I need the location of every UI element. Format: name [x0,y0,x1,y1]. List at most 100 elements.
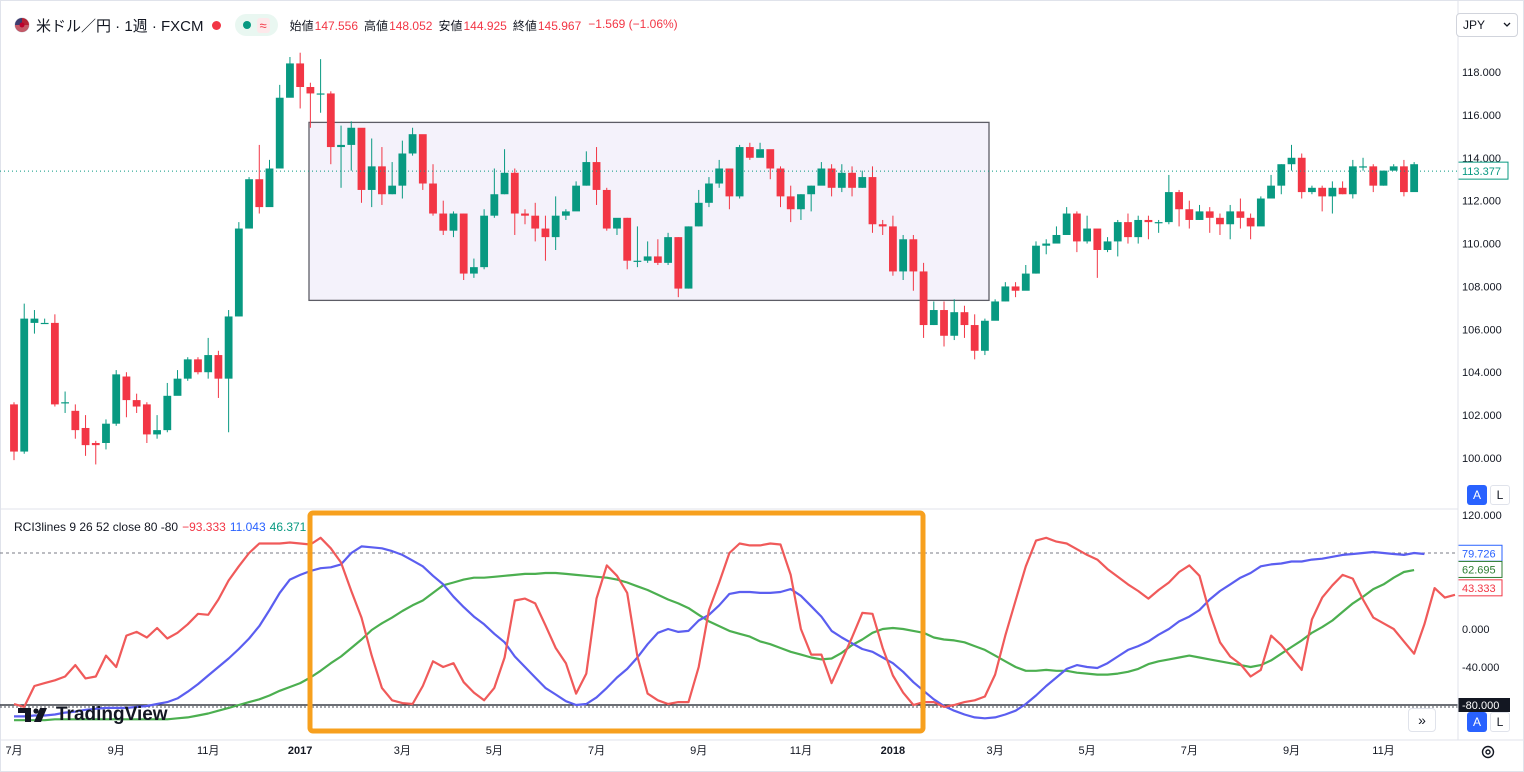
candle-body [531,215,540,229]
candle-body [1389,166,1398,171]
candle [868,166,877,233]
candle-body [245,179,253,229]
candle [745,142,754,160]
candle-body [837,172,846,188]
low-value: 144.925 [463,18,507,33]
change-value: −1.569 (−1.06%) [588,16,678,31]
candle [245,177,253,229]
candle-body [715,168,724,184]
price-tick-label: 102.000 [1462,410,1502,422]
log-scale-button-lower[interactable]: L [1490,712,1510,732]
candle-body [388,185,397,195]
price-tick-label: 112.000 [1462,196,1501,208]
time-tick-label: 2018 [881,745,905,757]
candle-body [286,63,294,98]
candle [705,177,713,208]
candle [878,219,887,235]
candle-body [398,153,407,186]
candle [1267,174,1275,199]
log-scale-button[interactable]: L [1490,485,1510,505]
candle [459,213,468,281]
candle [1205,207,1214,233]
candle [1236,198,1245,229]
market-closed-dot-icon[interactable] [211,20,221,30]
candle-body [602,189,611,229]
time-axis[interactable]: 7月 9月 11月 2017 3月 5月 7月 9月 11月 2018 3月 5月 7月 9月 11月 [5,745,1394,757]
gear-icon[interactable] [1478,742,1498,762]
data-status-pill[interactable]: ≈ [234,14,278,36]
high-value: 148.052 [389,18,433,33]
currency-select[interactable]: JPY [1456,13,1518,37]
candle-body [265,168,274,208]
candle [326,91,335,165]
candle [306,82,315,128]
candle [214,350,223,398]
candle [1032,241,1040,274]
candle-body [194,359,202,373]
time-tick-label: 3月 [987,745,1004,757]
candle [1328,181,1337,214]
candle-body [592,162,601,190]
candle [950,299,959,341]
candle [582,151,591,186]
time-tick-label: 5月 [1079,745,1096,757]
candle [858,170,867,188]
candle [1195,204,1204,220]
candle-body [183,359,192,379]
candle-body [653,256,662,263]
price-axis[interactable]: 100.000 102.000 104.000 106.000 108.000 110.0… [0,67,1510,712]
rci-tick-label: 120.000 [1462,510,1502,522]
candle-body [449,213,458,231]
candle-body [940,310,948,336]
candle [837,164,846,193]
candle [439,200,448,235]
candle-body [1021,273,1030,291]
candle [531,202,540,242]
candle [1093,228,1102,278]
candle [61,391,69,413]
candle [735,144,744,199]
candle [1348,159,1357,199]
candle [224,310,233,433]
candle [153,415,161,439]
rci-last-label: 43.333 [1462,583,1496,595]
candle-body [868,177,877,225]
candle [1338,181,1347,195]
candle-body [275,97,284,169]
candle-body [1328,187,1337,197]
indicator-legend[interactable]: RCI3lines 9 26 52 close 80 -80 −93.333 1… [14,520,306,534]
tradingview-logo[interactable]: TradingView [18,704,168,726]
candle [623,217,632,270]
highlight-box[interactable] [307,510,926,734]
candle [756,142,764,158]
time-tick-label: 7月 [1181,745,1198,757]
candle-body [347,127,356,145]
candle [1185,200,1194,229]
symbol-title[interactable]: 米ドル／円 · 1週 · FXCM [36,17,204,35]
candle-body [541,228,550,238]
candle [408,127,417,156]
candle-body [480,215,489,268]
candle-body [1216,217,1224,225]
candle-body [1093,228,1102,250]
candle [132,393,141,413]
time-tick-label: 9月 [690,745,707,757]
rci-series-26 [14,545,1425,720]
price-tick-label: 104.000 [1462,367,1502,379]
candle-body [1134,219,1143,238]
candle-body [572,185,580,212]
candle-body [756,149,764,158]
auto-scale-button[interactable]: A [1467,485,1487,505]
candle-body [163,395,172,431]
candle [929,301,938,326]
candle-body [694,202,703,227]
candle-body [889,226,897,272]
auto-scale-button-lower[interactable]: A [1467,712,1487,732]
highlight-rectangle [307,510,926,734]
candle-body [459,213,468,274]
scroll-to-realtime-button[interactable]: » [1408,708,1436,732]
candle [602,187,611,231]
candle-body [582,162,591,186]
time-tick-label: 7月 [5,745,22,757]
